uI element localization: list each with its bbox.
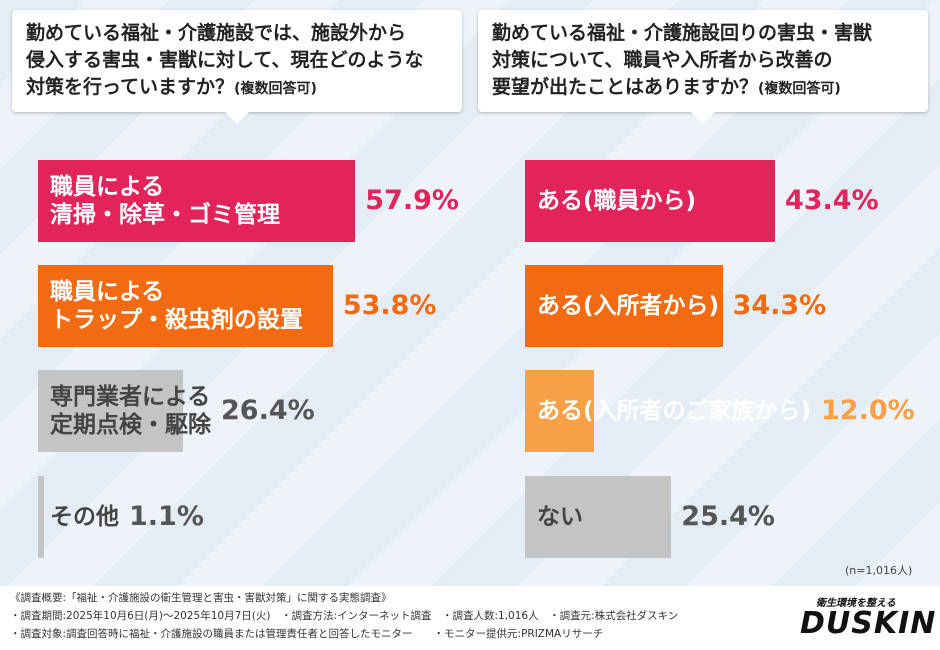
bar [525,265,723,347]
footer: 《調査概要:「福祉・介護施設の衛生管理と害虫・害獣対策」に関する実態調査》 ・調… [0,586,940,650]
category-label: ある(職員から) [537,188,697,214]
logo-tagline: 衛生環境を整える [816,598,896,609]
bar [38,160,356,242]
sample-note: (n=1,016人) [845,564,913,577]
category-label: 職員による 清掃・除草・ゴミ管理 [50,174,280,228]
bar [525,370,595,452]
value-label: 1.1% [129,501,204,532]
bar [38,265,333,347]
chart-subtitle: (複数回答可) [758,81,841,97]
chart-title: 勤めている福祉・介護施設では、施設外から 侵入する害虫・害獣に対して、現在どのよ… [26,22,424,98]
value-label: 34.3% [732,290,827,321]
category-label: ある(入所者から) [537,293,720,319]
value-label: 57.9% [365,185,459,216]
chart-title: 勤めている福祉・介護施設回りの害虫・害獣 対策について、職員や入所者から改善の … [492,22,873,98]
footer-line: ・調査期間:2025年10月6日(月)〜2025年10月7日(火) ・調査方法:… [10,610,679,622]
category-label: ない [537,504,583,530]
title-bubble: 勤めている福祉・介護施設回りの害虫・害獣 対策について、職員や入所者から改善の … [478,10,928,124]
value-label: 53.8% [342,290,437,321]
category-label: ある(入所者のご家族から) [537,398,812,424]
category-label: 職員による トラップ・殺虫剤の設置 [50,279,303,333]
value-label: 25.4% [681,501,775,532]
chart-subtitle: (複数回答可) [234,81,317,97]
bar [525,476,672,558]
value-label: 43.4% [784,185,879,216]
logo: DUSKIN [800,606,937,641]
value-label: 26.4% [221,395,315,426]
title-bubble: 勤めている福祉・介護施設では、施設外から 侵入する害虫・害獣に対して、現在どのよ… [12,10,462,124]
footer-line: ・調査対象:調査回答時に福祉・介護施設の職員または管理責任者と回答したモニター … [10,628,604,640]
category-label: 専門業者による 定期点検・駆除 [50,384,211,438]
footer-line: 《調査概要:「福祉・介護施設の衛生管理と害虫・害獣対策」に関する実態調査》 [10,592,392,604]
bar [38,370,183,452]
value-label: 12.0% [821,395,915,426]
bar [38,476,45,558]
category-label: その他 [50,504,119,530]
bar [525,160,775,242]
